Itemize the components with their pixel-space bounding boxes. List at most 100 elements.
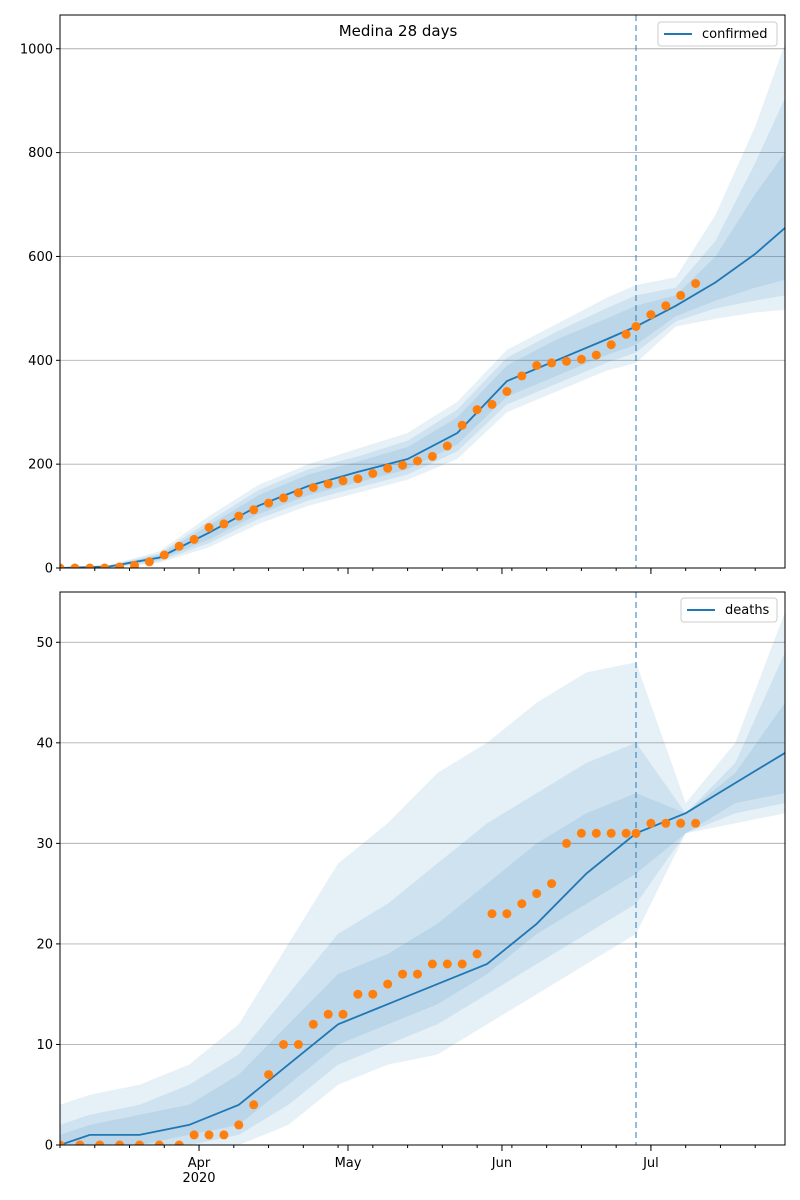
observed-point bbox=[398, 460, 408, 470]
axes-frame bbox=[59, 591, 786, 1146]
confirmed-panel: Medina 28 days 0 200 400 600 800 1000 confirm… bbox=[20, 14, 786, 577]
observed-point bbox=[383, 463, 393, 473]
y-tick-label: 20 bbox=[36, 937, 53, 952]
observed-point bbox=[621, 828, 631, 838]
confirmed-legend: confirmed bbox=[657, 21, 778, 47]
observed-point bbox=[115, 1140, 125, 1145]
observed-point bbox=[487, 909, 497, 919]
observed-point bbox=[353, 989, 363, 999]
observed-point bbox=[204, 1130, 214, 1140]
observed-point bbox=[130, 560, 139, 568]
observed-point bbox=[293, 1040, 303, 1049]
observed-point bbox=[174, 1140, 184, 1145]
observed-point bbox=[135, 1140, 144, 1145]
x-tick-label: Jul bbox=[642, 1156, 659, 1171]
observed-point bbox=[502, 387, 512, 396]
plot-area bbox=[60, 15, 785, 568]
observed-point bbox=[264, 498, 274, 508]
observed-point bbox=[502, 909, 512, 919]
observed-point bbox=[174, 541, 184, 551]
observed-point bbox=[442, 959, 452, 969]
observed-point bbox=[427, 959, 437, 969]
uncertainty-band bbox=[60, 98, 785, 568]
observed-point bbox=[631, 828, 641, 838]
observed-point bbox=[353, 474, 363, 484]
observed-point bbox=[472, 949, 482, 959]
observed-point bbox=[75, 1140, 85, 1145]
legend-label: deaths bbox=[725, 603, 770, 618]
observed-point bbox=[95, 1140, 105, 1145]
observed-point bbox=[323, 1009, 333, 1019]
observed-point bbox=[691, 279, 701, 288]
observed-point bbox=[100, 563, 110, 568]
y-tick-label: 30 bbox=[36, 837, 53, 852]
observed-point bbox=[368, 989, 378, 999]
observed-point bbox=[661, 301, 671, 311]
x-tick-label: Apr bbox=[188, 1156, 211, 1171]
observed-point bbox=[70, 563, 80, 568]
observed-point bbox=[532, 361, 542, 370]
observed-point bbox=[249, 1100, 259, 1110]
chart-title: Medina 28 days bbox=[339, 22, 458, 40]
observed-point bbox=[219, 1130, 229, 1140]
observed-point bbox=[591, 828, 601, 838]
observed-point bbox=[413, 456, 422, 466]
y-tick-label: 10 bbox=[36, 1038, 53, 1053]
observed-point bbox=[189, 1130, 199, 1140]
y-tick-label: 400 bbox=[28, 354, 53, 369]
observed-point bbox=[562, 838, 571, 848]
uncertainty-band bbox=[60, 652, 785, 1145]
y-tick-label: 600 bbox=[28, 250, 53, 265]
observed-point bbox=[144, 557, 154, 567]
observed-point bbox=[279, 493, 288, 503]
observed-point bbox=[308, 1019, 318, 1029]
observed-point bbox=[606, 340, 616, 350]
model-line bbox=[60, 752, 785, 1145]
observed-point bbox=[631, 322, 641, 331]
observed-point bbox=[457, 420, 467, 430]
uncertainty-band bbox=[60, 612, 785, 1145]
observed-point bbox=[85, 563, 95, 568]
observed-point bbox=[368, 469, 378, 478]
observed-point bbox=[115, 562, 125, 568]
axes-frame bbox=[59, 14, 786, 569]
observed-point bbox=[264, 1070, 274, 1080]
observed-point bbox=[576, 354, 586, 364]
observed-point bbox=[562, 356, 571, 366]
observed-point bbox=[676, 290, 686, 300]
observed-point bbox=[249, 505, 259, 515]
legend-label: confirmed bbox=[702, 27, 768, 42]
uncertainty-band bbox=[60, 702, 785, 1145]
observed-point bbox=[154, 1140, 164, 1145]
y-tick-label: 0 bbox=[45, 562, 53, 577]
observed-point bbox=[691, 818, 701, 828]
legend-box bbox=[680, 597, 778, 623]
observed-point bbox=[398, 969, 408, 979]
observed-point bbox=[547, 358, 557, 368]
observed-point bbox=[338, 1009, 348, 1019]
observed-point bbox=[457, 959, 467, 969]
observed-point bbox=[293, 488, 303, 498]
observed-point bbox=[60, 563, 65, 568]
observed-point bbox=[60, 1140, 65, 1145]
observed-point bbox=[676, 818, 686, 828]
observed-point bbox=[532, 889, 542, 899]
observed-point bbox=[661, 818, 671, 828]
observed-point bbox=[427, 451, 437, 461]
observed-point bbox=[279, 1040, 288, 1049]
x-tick-label: Jun bbox=[491, 1156, 512, 1171]
y-tick-label: 0 bbox=[45, 1139, 53, 1154]
observed-point bbox=[576, 828, 586, 838]
uncertainty-band bbox=[60, 43, 785, 568]
observed-point bbox=[621, 329, 631, 339]
observed-point bbox=[442, 441, 452, 451]
observed-point bbox=[204, 523, 214, 532]
y-tick-label: 40 bbox=[36, 736, 53, 751]
observed-point bbox=[234, 511, 244, 521]
observed-point bbox=[606, 828, 616, 838]
y-tick-label: 800 bbox=[28, 146, 53, 161]
observed-point bbox=[517, 371, 527, 381]
observed-point bbox=[487, 399, 497, 409]
